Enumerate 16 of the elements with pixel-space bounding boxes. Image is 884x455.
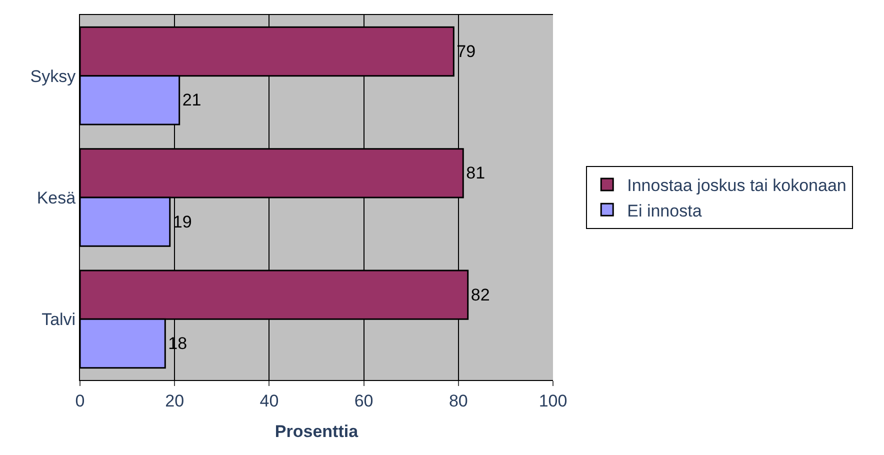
- y-tick-label: Syksy: [30, 66, 76, 86]
- x-tick-label: 100: [538, 391, 568, 410]
- data-label: 82: [470, 285, 490, 304]
- x-axis-title: Prosenttia: [274, 422, 359, 441]
- y-tick-label: Kesä: [36, 188, 76, 208]
- data-label: 81: [466, 164, 486, 183]
- legend-label: Ei innosta: [627, 201, 702, 220]
- x-tick-label: 20: [165, 391, 184, 410]
- y-tick-label: Talvi: [42, 310, 76, 330]
- legend-label: Innostaa joskus tai kokonaan: [627, 176, 846, 196]
- data-label: 19: [172, 212, 192, 232]
- data-label: 21: [182, 90, 202, 110]
- x-tick-label: 60: [354, 391, 374, 410]
- x-tick-label: 40: [260, 391, 279, 410]
- x-tick-label: 0: [75, 391, 85, 410]
- x-tick-label: 80: [448, 391, 468, 410]
